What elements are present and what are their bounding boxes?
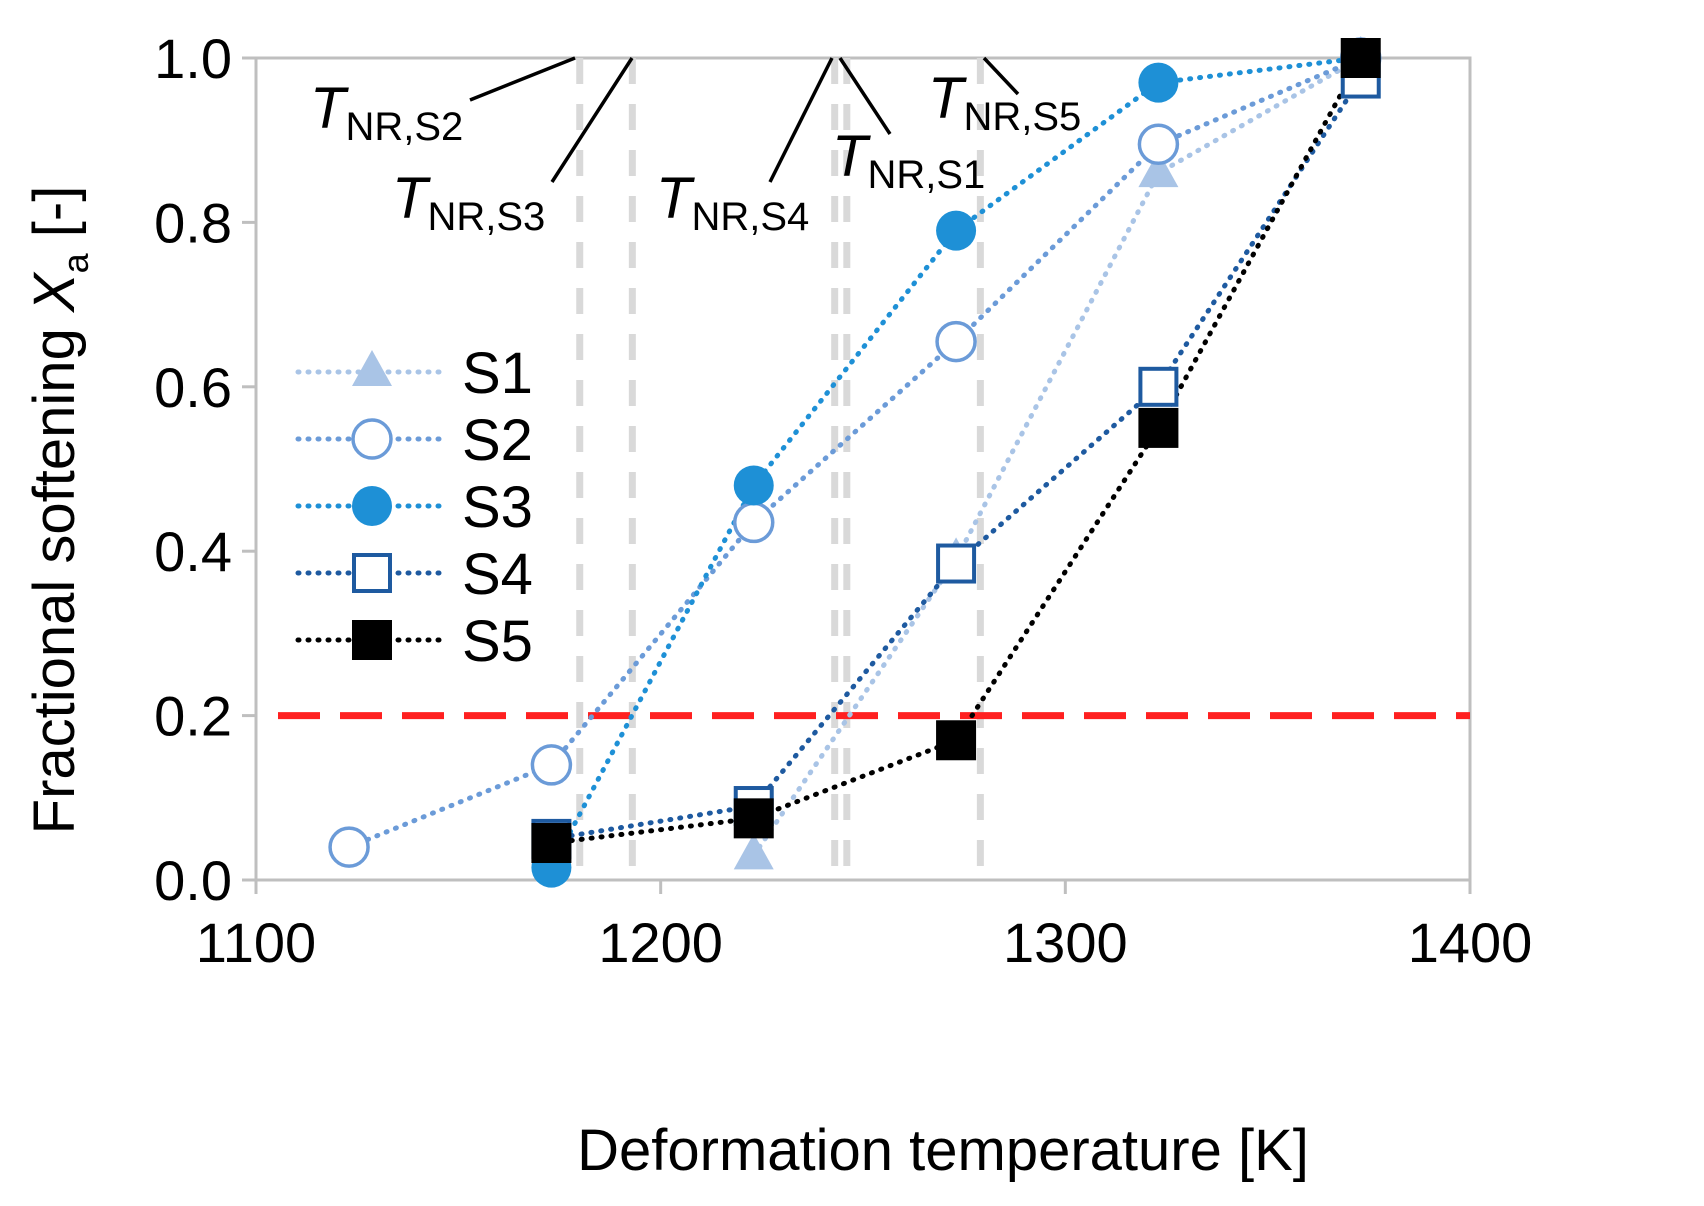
nr-label-symbol: T	[656, 166, 695, 231]
axes: 0.0 0.2 0.4 0.6 0.8 1.0 1100 1200 1300 1400	[154, 27, 1532, 974]
legend-label-s1: S1	[462, 341, 533, 406]
legend-marker-s1	[352, 350, 392, 386]
nr-label-subscript: NR,S2	[345, 105, 463, 149]
data-point-s5	[531, 823, 572, 864]
legend-label-s4: S4	[462, 542, 533, 607]
legend-marker-s3	[352, 486, 392, 526]
x-tick-label: 1100	[196, 911, 316, 974]
nr-label-subscript: NR,S4	[691, 195, 809, 239]
data-point-s3	[733, 465, 774, 506]
nr-leader-s1	[838, 57, 892, 135]
nr-label-subscript: NR,S1	[867, 153, 985, 197]
nr-label-symbol: T	[392, 166, 431, 231]
data-point-s2	[1137, 123, 1180, 166]
nr-label-symbol: T	[310, 76, 349, 141]
y-tick-label: 0.0	[154, 849, 232, 912]
nr-leader-s3	[550, 57, 634, 183]
y-axis-label-symbol: X	[22, 271, 87, 314]
data-point-s5	[733, 798, 774, 839]
nr-leader-s2	[469, 56, 576, 102]
series-line-s2	[346, 55, 1364, 850]
x-tick-label: 1400	[1408, 911, 1533, 974]
series-line-s1	[751, 55, 1364, 858]
data-point-s2	[328, 826, 370, 868]
data-point-s2	[530, 744, 573, 786]
y-tick-label: 0.2	[154, 685, 232, 748]
data-point-s2	[935, 320, 977, 363]
nr-leader-s4	[768, 57, 834, 183]
legend-label-s5: S5	[462, 609, 533, 674]
data-point-s4	[936, 543, 977, 584]
nr-label-s2: TNR,S2	[310, 76, 463, 149]
legend-marker-s5	[352, 620, 392, 660]
legend-label-s2: S2	[462, 408, 533, 473]
series-group	[328, 36, 1382, 888]
y-tick-label: 1.0	[154, 27, 232, 90]
data-point-s2	[732, 501, 775, 544]
nr-label-subscript: NR,S3	[427, 195, 545, 239]
data-point-s3	[1138, 62, 1179, 103]
nr-label-s1: TNR,S1	[832, 124, 985, 197]
data-point-s5	[936, 720, 977, 761]
y-axis-label-prefix: Fractional softening	[22, 312, 87, 834]
x-tick-label: 1200	[598, 911, 723, 974]
data-point-s3	[936, 210, 977, 251]
y-tick-label: 0.8	[154, 191, 232, 254]
nr-label-symbol: T	[832, 124, 871, 189]
nr-label-s5: TNR,S5	[928, 66, 1081, 139]
x-tick-label: 1300	[1003, 911, 1128, 974]
data-point-s5	[1340, 38, 1381, 78]
plot-frame	[254, 56, 1472, 882]
nr-label-s4: TNR,S4	[656, 166, 809, 239]
nr-label-subscript: NR,S5	[963, 95, 1081, 139]
plot-area	[254, 56, 1472, 882]
x-axis-label: Deformation temperature [K]	[577, 1118, 1309, 1183]
legend-label-s3: S3	[462, 475, 533, 540]
data-point-s5	[1138, 407, 1179, 448]
nr-label-symbol: T	[928, 66, 967, 131]
y-tick-label: 0.4	[154, 520, 232, 583]
y-axis-label: Fractional softening Xa [-]	[22, 186, 96, 835]
legend-marker-s4	[352, 553, 392, 593]
y-tick-label: 0.6	[154, 356, 232, 419]
nr-label-s3: TNR,S3	[392, 166, 545, 239]
nr-leader-s5	[982, 56, 1020, 96]
data-point-s1	[733, 833, 774, 870]
data-point-s4	[1138, 366, 1179, 407]
legend-marker-s2	[351, 418, 393, 460]
y-axis-label-suffix: [-]	[22, 186, 87, 254]
data-point-s1	[1138, 151, 1179, 188]
y-axis-label-sub: a	[55, 252, 96, 273]
